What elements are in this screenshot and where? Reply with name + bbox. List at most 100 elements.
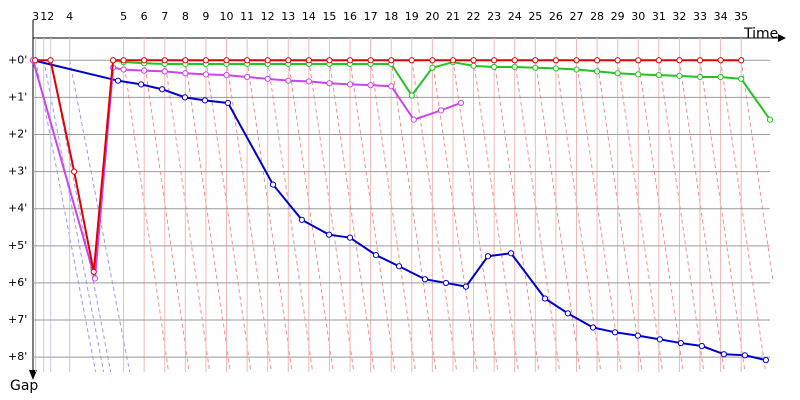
series-line — [35, 59, 742, 272]
gap-arrow — [29, 370, 37, 380]
series-line — [32, 59, 767, 362]
series-point — [367, 82, 374, 89]
x-tick-label: 11 — [240, 10, 254, 23]
lap-diagonal — [328, 60, 375, 372]
series-point — [346, 57, 354, 64]
lap-diagonal — [287, 60, 334, 372]
series-point — [201, 97, 208, 104]
series-point — [269, 181, 277, 188]
lap-diagonal — [205, 60, 252, 372]
x-tick-label: 2 — [47, 10, 54, 23]
series-point — [31, 57, 39, 64]
series-point — [305, 57, 312, 64]
x-tick-label: 9 — [202, 10, 209, 23]
y-tick-label: +4' — [8, 202, 27, 215]
series-point — [677, 339, 684, 347]
x-tick-label: 22 — [467, 10, 481, 23]
series-point — [408, 57, 415, 64]
series-point — [738, 57, 745, 64]
lap-diagonal — [699, 60, 746, 372]
lap-diagonal — [617, 60, 664, 372]
series-point — [511, 63, 518, 71]
series-point — [325, 231, 333, 238]
x-tick-label: 28 — [590, 10, 604, 23]
series-point — [698, 342, 705, 350]
y-tick-label: +7' — [8, 313, 27, 326]
series-point — [410, 116, 417, 123]
x-tick-label: 33 — [693, 10, 707, 23]
series-point — [457, 99, 465, 107]
x-axis-label: Time — [743, 26, 778, 42]
lap-diagonal — [390, 60, 437, 372]
x-tick-label: 29 — [611, 10, 625, 23]
series-point — [395, 263, 403, 270]
series-point — [552, 57, 559, 64]
x-tick-label: 26 — [549, 10, 563, 23]
series-point — [109, 57, 117, 64]
series-point — [388, 57, 395, 64]
y-tick-label: +8' — [8, 350, 27, 363]
series-point — [720, 351, 727, 358]
series-point — [202, 71, 210, 78]
time-arrow — [778, 34, 786, 42]
series-point — [573, 66, 580, 73]
series-point — [408, 92, 415, 99]
x-tick-label: 15 — [322, 10, 336, 23]
series-point — [367, 57, 374, 64]
lap-diagonal — [35, 60, 97, 372]
series-point — [223, 72, 230, 79]
lap-diagonal — [267, 60, 314, 372]
series-point — [676, 57, 683, 64]
series-point — [372, 252, 380, 259]
series-point — [91, 275, 99, 282]
series-point — [120, 57, 127, 64]
series-point — [635, 71, 642, 78]
series-point — [421, 276, 429, 283]
lap-diagonal — [575, 60, 622, 372]
series-point — [264, 75, 271, 82]
x-tick-label: 10 — [220, 10, 234, 23]
series-point — [161, 57, 168, 64]
series-point — [71, 168, 78, 175]
lap-diagonal — [43, 60, 105, 372]
series-point — [202, 57, 210, 64]
series-point — [346, 234, 354, 241]
lap-diagonal — [534, 60, 581, 372]
series-point — [181, 94, 189, 101]
series-point — [244, 73, 251, 81]
lap-diagonal — [637, 60, 684, 372]
lap-diagonal — [720, 60, 767, 372]
x-tick-label: 27 — [569, 10, 583, 23]
lap-diagonal — [184, 60, 231, 372]
series-point — [593, 57, 601, 64]
lap-diagonal — [143, 60, 190, 372]
y-tick-label: +5' — [8, 239, 27, 252]
lap-diagonal — [678, 60, 725, 372]
x-tick-label: 5 — [120, 10, 127, 23]
lap-diagonal — [596, 60, 643, 372]
x-tick-label: 32 — [672, 10, 686, 23]
x-tick-label: 1 — [40, 10, 47, 23]
series-point — [696, 73, 704, 81]
x-tick-label: 31 — [652, 10, 666, 23]
x-tick-label: 8 — [182, 10, 189, 23]
lap-diagonal — [246, 60, 293, 372]
series-point — [182, 70, 189, 77]
series-point — [223, 57, 230, 64]
series-point — [158, 86, 166, 93]
series-point — [449, 57, 457, 64]
x-tick-label: 6 — [141, 10, 148, 23]
series-point — [141, 67, 148, 74]
series-point — [634, 332, 641, 339]
series-point — [90, 268, 97, 275]
y-tick-label: +2' — [8, 127, 27, 140]
series-point — [741, 352, 748, 359]
series-point — [326, 57, 333, 64]
series-point — [655, 57, 662, 64]
series-point — [573, 57, 580, 64]
series-point — [462, 283, 470, 290]
y-tick-label: +6' — [8, 276, 27, 289]
series-point — [717, 73, 724, 81]
series-point — [507, 250, 515, 257]
